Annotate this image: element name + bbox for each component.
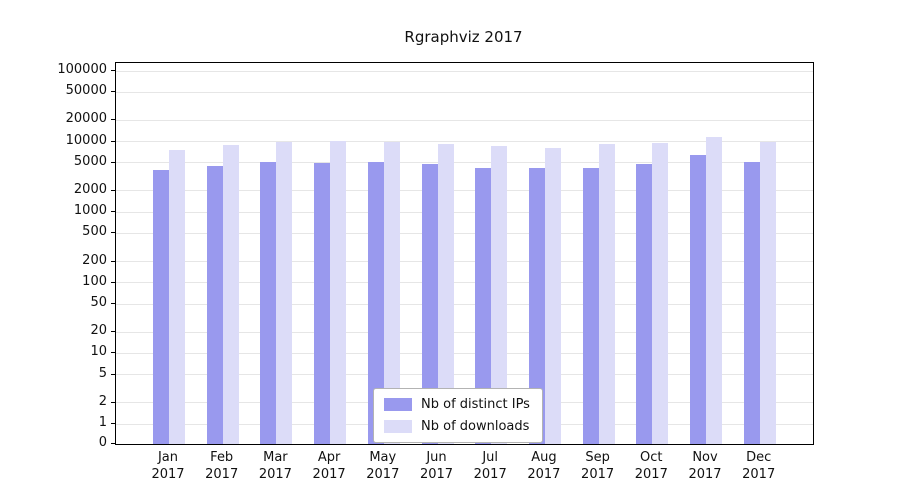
bar-distinct-ips bbox=[528, 168, 545, 444]
x-tick-label: Jul 2017 bbox=[473, 450, 507, 482]
legend: Nb of distinct IPs Nb of downloads bbox=[373, 388, 543, 443]
y-tick-label: 5000 bbox=[73, 153, 107, 169]
bar-downloads bbox=[544, 147, 561, 444]
gridline bbox=[116, 232, 813, 234]
y-tick-mark bbox=[111, 443, 115, 444]
bar-distinct-ips bbox=[475, 167, 492, 444]
y-tick-mark bbox=[111, 331, 115, 333]
y-tick-label: 50000 bbox=[65, 83, 107, 99]
gridline bbox=[116, 282, 813, 284]
bar-downloads bbox=[706, 136, 722, 444]
bar-distinct-ips bbox=[314, 162, 331, 444]
legend-entry-distinct-ips: Nb of distinct IPs bbox=[384, 397, 530, 412]
y-tick-label: 2 bbox=[98, 393, 107, 409]
bar-downloads bbox=[383, 141, 400, 444]
y-tick-mark bbox=[111, 211, 115, 213]
bar-downloads bbox=[222, 144, 239, 444]
x-tick-label: Sep 2017 bbox=[581, 450, 615, 482]
x-tick-label: Jan 2017 bbox=[151, 450, 185, 482]
gridline bbox=[116, 91, 813, 93]
bar-downloads bbox=[759, 142, 776, 444]
y-tick-label: 50 bbox=[90, 295, 107, 311]
bar-downloads bbox=[652, 143, 669, 444]
x-tick-label: Apr 2017 bbox=[312, 450, 346, 482]
bar-distinct-ips bbox=[421, 164, 438, 444]
gridline bbox=[116, 190, 813, 192]
y-tick-mark bbox=[111, 373, 115, 375]
bar-downloads bbox=[276, 142, 293, 444]
bar-downloads bbox=[437, 143, 454, 444]
y-tick-label: 10 bbox=[90, 344, 107, 360]
y-tick-label: 500 bbox=[82, 224, 107, 240]
y-tick-mark bbox=[111, 70, 115, 71]
bar-distinct-ips bbox=[743, 162, 760, 444]
gridline bbox=[116, 119, 813, 121]
y-tick-label: 1 bbox=[98, 415, 107, 430]
x-tick-label: Feb 2017 bbox=[205, 450, 239, 482]
y-tick-mark bbox=[111, 401, 115, 403]
legend-label-distinct-ips: Nb of distinct IPs bbox=[421, 397, 530, 412]
gridline bbox=[116, 70, 813, 72]
y-tick-label: 10000 bbox=[65, 132, 107, 148]
y-tick-label: 100000 bbox=[57, 62, 107, 77]
bar-downloads bbox=[598, 144, 615, 444]
bar-distinct-ips bbox=[582, 167, 599, 444]
gridline bbox=[116, 261, 813, 263]
y-tick-mark bbox=[111, 232, 115, 234]
gridline bbox=[116, 374, 813, 376]
x-tick-label: Mar 2017 bbox=[258, 450, 292, 482]
gridline bbox=[116, 352, 813, 354]
chart-title: Rgraphviz 2017 bbox=[404, 28, 523, 46]
y-tick-mark bbox=[111, 260, 115, 262]
x-tick-label: May 2017 bbox=[366, 450, 400, 482]
y-tick-mark bbox=[111, 352, 115, 354]
bar-distinct-ips bbox=[636, 164, 653, 444]
y-tick-label: 1000 bbox=[73, 203, 107, 219]
bar-distinct-ips bbox=[206, 166, 223, 444]
y-tick-label: 5 bbox=[98, 365, 107, 381]
gridline bbox=[116, 162, 813, 164]
x-tick-label: Nov 2017 bbox=[688, 450, 722, 482]
bar-distinct-ips bbox=[260, 162, 277, 444]
y-tick-label: 2000 bbox=[73, 181, 107, 197]
y-tick-label: 20 bbox=[90, 323, 107, 339]
legend-swatch-downloads bbox=[384, 420, 412, 433]
y-tick-mark bbox=[111, 119, 115, 121]
y-tick-mark bbox=[111, 423, 115, 424]
x-tick-label: Oct 2017 bbox=[634, 450, 668, 482]
bar-downloads bbox=[491, 145, 508, 444]
y-tick-mark bbox=[111, 189, 115, 191]
gridline bbox=[116, 211, 813, 213]
bar-downloads bbox=[169, 150, 185, 444]
legend-label-downloads: Nb of downloads bbox=[421, 419, 530, 434]
x-tick-label: Jun 2017 bbox=[419, 450, 454, 482]
y-tick-mark bbox=[111, 161, 115, 163]
y-tick-label: 100 bbox=[82, 273, 107, 289]
legend-entry-downloads: Nb of downloads bbox=[384, 419, 530, 434]
bar-distinct-ips bbox=[367, 161, 384, 444]
gridline bbox=[116, 331, 813, 333]
bar-downloads bbox=[330, 140, 347, 444]
x-tick-label: Aug 2017 bbox=[527, 450, 561, 482]
bar-distinct-ips bbox=[690, 154, 706, 444]
legend-swatch-distinct-ips bbox=[384, 398, 412, 411]
x-tick-label: Dec 2017 bbox=[742, 450, 776, 482]
bar-distinct-ips bbox=[153, 169, 169, 444]
y-tick-label: 20000 bbox=[65, 111, 107, 127]
y-tick-mark bbox=[111, 140, 115, 142]
gridline bbox=[116, 141, 813, 143]
gridline bbox=[116, 303, 813, 305]
y-tick-label: 200 bbox=[82, 252, 107, 268]
plot-area: Nb of distinct IPs Nb of downloads bbox=[115, 62, 814, 445]
y-tick-mark bbox=[111, 303, 115, 305]
y-tick-label: 0 bbox=[98, 435, 107, 450]
y-tick-mark bbox=[111, 281, 115, 283]
y-tick-mark bbox=[111, 91, 115, 93]
